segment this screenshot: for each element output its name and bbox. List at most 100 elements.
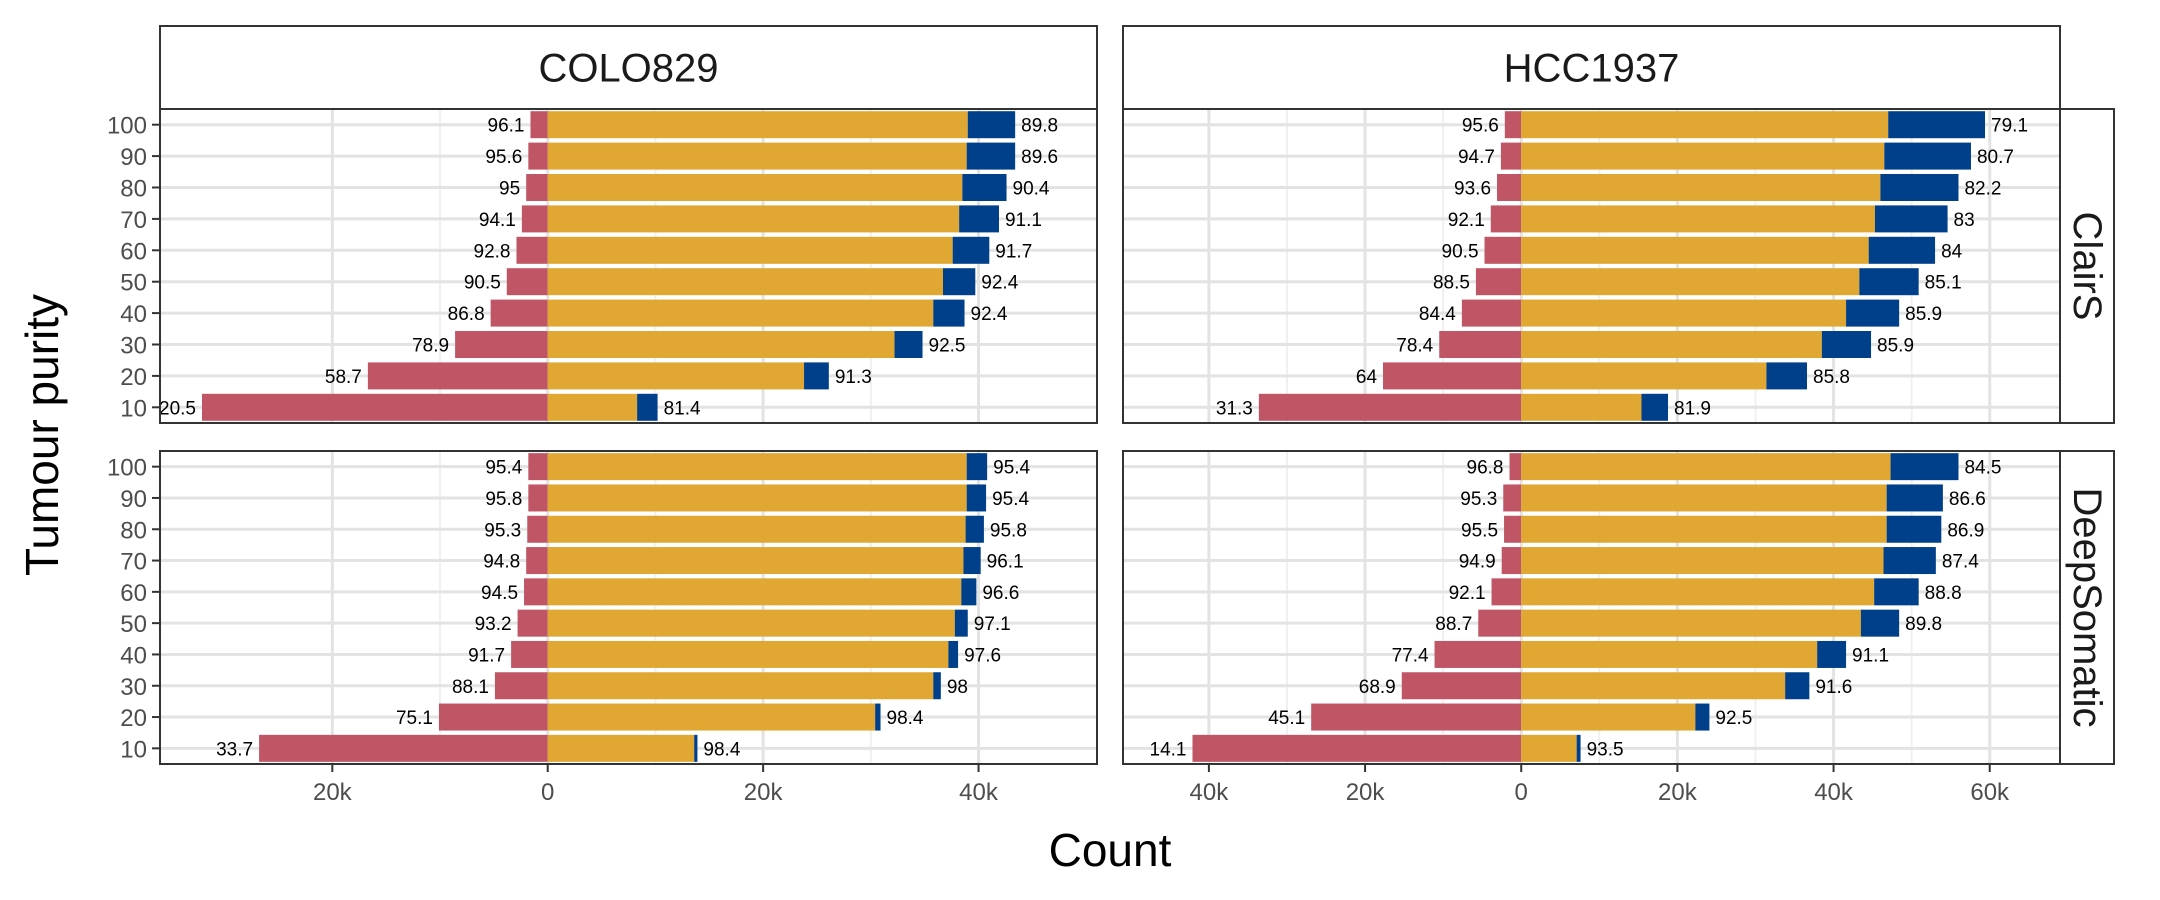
y-tick-label: 60 <box>120 238 147 265</box>
bar-extension <box>1884 142 1971 170</box>
data-label-right: 96.1 <box>987 552 1024 573</box>
bar-negative <box>1491 578 1522 606</box>
data-label-right: 92.5 <box>929 336 966 357</box>
bar-center <box>547 640 949 668</box>
panel-border <box>1122 450 2061 765</box>
data-label-left: 94.9 <box>1459 552 1496 573</box>
bar-extension <box>1859 268 1919 296</box>
bar-center <box>1521 268 1860 296</box>
data-label-left: 14.1 <box>1150 739 1187 760</box>
data-label-left: 84.4 <box>1419 304 1456 325</box>
data-label-right: 85.1 <box>1925 273 1962 294</box>
bar-negative <box>1501 547 1522 575</box>
panel: 96.8 84.5 95.3 86.6 95.5 86.9 94.9 87.4 92.1 88.8… <box>1122 450 2061 806</box>
data-label-right: 79.1 <box>1991 116 2028 137</box>
x-tick-label: 0 <box>1515 779 1528 806</box>
x-tick-label: 60k <box>1970 779 2010 806</box>
y-tick-label: 20 <box>120 364 147 391</box>
y-tick-label: 10 <box>120 395 147 422</box>
bar-negative <box>527 515 548 543</box>
y-axis-title: Tumour purity <box>16 294 68 576</box>
bar-center <box>1521 111 1889 139</box>
bar-negative <box>524 578 548 606</box>
data-label-right: 95.8 <box>990 520 1027 541</box>
bar-negative <box>1509 453 1522 481</box>
data-label-right: 91.7 <box>995 241 1032 262</box>
x-tick-label: 20k <box>313 779 353 806</box>
data-label-left: 93.6 <box>1454 179 1491 200</box>
bar-center <box>1521 515 1887 543</box>
x-axis-title: Count <box>1049 824 1172 876</box>
bar-center <box>547 515 966 543</box>
bar-negative <box>1192 734 1522 762</box>
data-label-right: 86.6 <box>1949 489 1986 510</box>
bar-extension <box>961 578 977 606</box>
data-label-left: 95.8 <box>485 489 522 510</box>
bar-negative <box>1504 515 1522 543</box>
data-label-left: 94.8 <box>483 552 520 573</box>
bar-extension <box>966 142 1016 170</box>
data-label-left: 68.9 <box>1359 677 1396 698</box>
data-label-left: 95.3 <box>1460 489 1497 510</box>
bar-center <box>547 484 967 512</box>
bar-center <box>547 393 638 421</box>
bar-negative <box>511 640 548 668</box>
data-label-left: 94.7 <box>1458 147 1495 168</box>
y-tick-label: 70 <box>120 549 147 576</box>
data-label-right: 92.5 <box>1715 708 1752 729</box>
y-tick-label: 50 <box>120 270 147 297</box>
bar-negative <box>1258 393 1522 421</box>
panel: 95.6 79.1 94.7 80.7 93.6 82.2 92.1 83 90.5 84 88.5… <box>1122 108 2061 424</box>
bar-negative <box>1475 268 1522 296</box>
bar-extension <box>1821 331 1872 358</box>
y-tick-label: 70 <box>120 207 147 234</box>
facet-strip-label: HCC1937 <box>1504 47 1680 91</box>
bar-negative <box>506 268 548 296</box>
bar-extension <box>963 547 981 575</box>
bar-extension <box>1576 734 1581 762</box>
data-label-right: 92.4 <box>971 304 1008 325</box>
bar-extension <box>1886 515 1942 543</box>
bar-extension <box>1883 547 1936 575</box>
bar-center <box>547 268 943 296</box>
bar-negative <box>455 331 548 358</box>
bar-center <box>1521 609 1861 637</box>
panel: 95.4 95.4 95.8 95.4 95.3 95.8 94.8 96.1 94.5 96.6… <box>107 450 1098 806</box>
data-label-left: 95.5 <box>1461 520 1498 541</box>
bar-negative <box>1497 174 1522 201</box>
data-label-right: 95.4 <box>992 489 1029 510</box>
bar-extension <box>1695 703 1710 731</box>
data-label-left: 95 <box>499 179 520 200</box>
data-label-right: 89.8 <box>1905 614 1942 635</box>
bar-center <box>547 547 964 575</box>
data-label-left: 75.1 <box>396 708 433 729</box>
data-label-right: 95.4 <box>993 458 1030 479</box>
x-tick-label: 40k <box>959 779 999 806</box>
bar-center <box>1521 672 1786 700</box>
data-label-left: 90.5 <box>464 273 501 294</box>
y-tick-label: 90 <box>120 486 147 513</box>
bar-center <box>1521 547 1884 575</box>
x-tick-label: 0 <box>541 779 554 806</box>
bar-extension <box>1817 640 1847 668</box>
bar-negative <box>1383 362 1522 390</box>
bar-negative <box>1311 703 1522 731</box>
bar-extension <box>1868 236 1936 264</box>
bar-extension <box>1888 111 1986 139</box>
bar-extension <box>948 640 959 668</box>
bar-extension <box>952 236 990 264</box>
data-label-right: 97.1 <box>974 614 1011 635</box>
data-label-right: 97.6 <box>964 645 1001 666</box>
data-label-left: 92.1 <box>1449 583 1486 604</box>
data-label-right: 86.9 <box>1947 520 1984 541</box>
y-tick-label: 80 <box>120 176 147 203</box>
bar-negative <box>1490 205 1522 233</box>
bar-extension <box>1886 484 1943 512</box>
data-label-left: 93.2 <box>475 614 512 635</box>
facet-strip-label: COLO829 <box>538 47 718 91</box>
y-tick-label: 30 <box>120 333 147 360</box>
y-tick-label: 100 <box>107 113 147 140</box>
y-tick-label: 90 <box>120 144 147 171</box>
bar-negative <box>517 609 548 637</box>
data-label-right: 89.6 <box>1021 147 1058 168</box>
